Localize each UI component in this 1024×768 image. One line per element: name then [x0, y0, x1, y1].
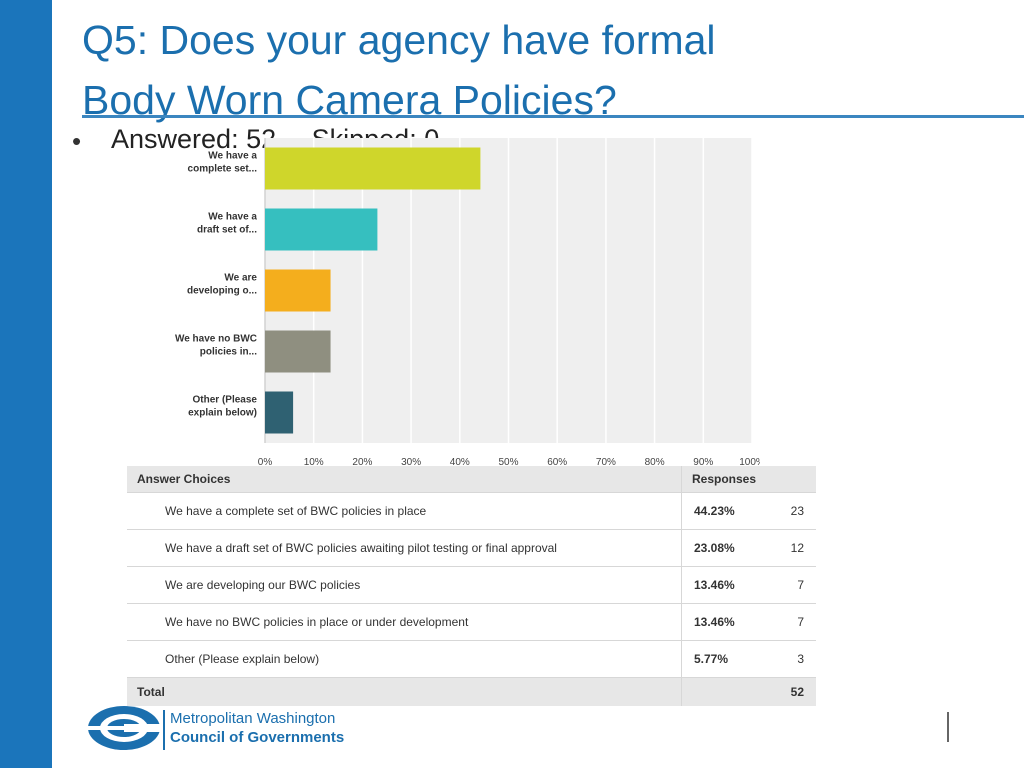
- bar: [265, 269, 331, 312]
- title-underline: [82, 115, 1024, 118]
- x-tick-label: 90%: [693, 457, 713, 468]
- table-row: Other (Please explain below) 5.77% 3: [127, 640, 816, 678]
- slide-title: Q5: Does your agency have formal Body Wo…: [82, 10, 716, 130]
- bar: [265, 330, 331, 373]
- row-label: We have no BWC policies in place or unde…: [127, 603, 682, 641]
- x-tick-label: 30%: [401, 457, 421, 468]
- row-count: 12: [756, 529, 816, 567]
- row-label: We have a draft set of BWC policies awai…: [127, 529, 682, 567]
- x-tick-label: 20%: [352, 457, 372, 468]
- table-header-row: Answer Choices Responses: [127, 466, 816, 493]
- row-count: 3: [756, 640, 816, 678]
- footer-mark: [947, 712, 949, 742]
- bullet-icon: •: [72, 126, 82, 156]
- bar-chart-svg: 0% 10% 20% 30% 40% 50% 60% 70% 80% 90% 100% We have…: [175, 138, 765, 468]
- logo-line-2: Council of Governments: [170, 729, 345, 746]
- row-percent: 44.23%: [681, 492, 756, 530]
- y-category-label: We have a: [208, 151, 257, 162]
- left-accent-bar: [0, 0, 52, 768]
- y-category-label: developing o...: [187, 286, 257, 297]
- y-category-label: policies in...: [200, 347, 257, 358]
- table-row: We have a complete set of BWC policies i…: [127, 492, 816, 530]
- answered-count: Answered: 52: [111, 124, 277, 154]
- logo-line-1: Metropolitan Washington: [170, 710, 336, 727]
- bar: [265, 208, 378, 251]
- row-percent: 23.08%: [681, 529, 756, 567]
- y-category-label: We have no BWC: [175, 334, 257, 345]
- x-tick-label: 70%: [596, 457, 616, 468]
- y-category-label: complete set...: [188, 164, 258, 175]
- table-row: We have no BWC policies in place or unde…: [127, 603, 816, 641]
- header-answer-choices: Answer Choices: [127, 466, 682, 493]
- row-percent: 13.46%: [681, 566, 756, 604]
- total-label: Total: [127, 677, 682, 706]
- y-category-label: explain below): [188, 408, 257, 419]
- x-tick-label: 60%: [547, 457, 567, 468]
- bar: [265, 391, 294, 434]
- x-tick-label: 0%: [258, 457, 273, 468]
- total-count: 52: [756, 677, 816, 706]
- cog-logo-icon: [88, 706, 160, 750]
- row-count: 23: [756, 492, 816, 530]
- y-category-label: draft set of...: [197, 225, 257, 236]
- logo-divider: [163, 710, 165, 750]
- x-tick-label: 100%: [739, 457, 760, 468]
- y-category-label: We are: [224, 273, 257, 284]
- bar-chart: 0% 10% 20% 30% 40% 50% 60% 70% 80% 90% 100% We have…: [150, 138, 765, 473]
- table-total-row: Total 52: [127, 677, 816, 706]
- row-percent: 13.46%: [681, 603, 756, 641]
- x-tick-label: 40%: [450, 457, 470, 468]
- x-tick-label: 10%: [304, 457, 324, 468]
- bar: [265, 147, 481, 190]
- row-count: 7: [756, 603, 816, 641]
- row-label: We have a complete set of BWC policies i…: [127, 492, 682, 530]
- row-label: We are developing our BWC policies: [127, 566, 682, 604]
- row-label: Other (Please explain below): [127, 640, 682, 678]
- total-percent-cell: [681, 677, 756, 706]
- table-row: We are developing our BWC policies 13.46…: [127, 566, 816, 604]
- y-category-label: We have a: [208, 212, 257, 223]
- row-count: 7: [756, 566, 816, 604]
- x-tick-label: 80%: [645, 457, 665, 468]
- header-responses: Responses: [681, 466, 816, 493]
- x-tick-label: 50%: [498, 457, 518, 468]
- y-category-label: Other (Please: [193, 395, 258, 406]
- title-line-1: Q5: Does your agency have formal: [82, 17, 716, 63]
- table-row: We have a draft set of BWC policies awai…: [127, 529, 816, 567]
- row-percent: 5.77%: [681, 640, 756, 678]
- responses-table: Answer Choices Responses We have a compl…: [127, 466, 816, 706]
